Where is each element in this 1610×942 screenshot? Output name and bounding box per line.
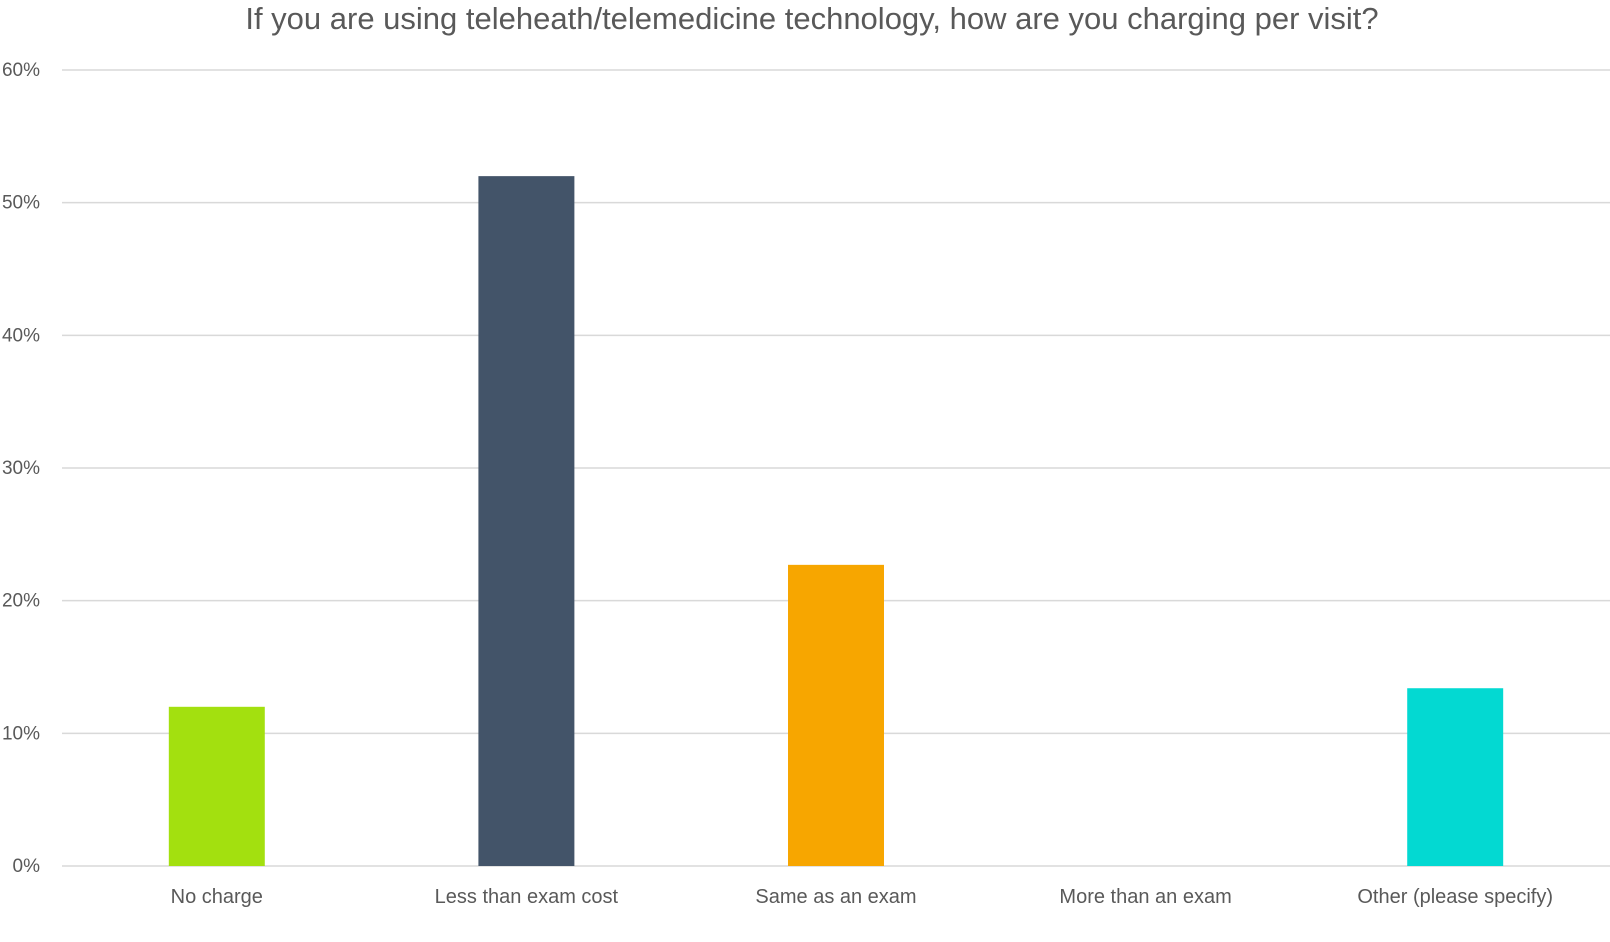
y-axis-tick-labels: 0% 10% 20% 30% 40% 50% 60% — [2, 60, 40, 877]
x-tick-label: Other (please specify) — [1357, 886, 1553, 908]
y-tick-label: 60% — [2, 60, 40, 81]
bar — [1407, 688, 1504, 866]
x-tick-label: More than an exam — [1059, 886, 1231, 908]
y-tick-label: 10% — [2, 723, 40, 744]
bar — [168, 706, 265, 866]
bars — [168, 176, 1504, 867]
x-tick-label: Same as an exam — [755, 886, 916, 908]
chart-title: If you are using teleheath/telemedicine … — [245, 1, 1378, 36]
y-tick-label: 40% — [2, 325, 40, 346]
x-tick-label: No charge — [171, 886, 263, 908]
x-tick-label: Less than exam cost — [435, 886, 619, 908]
y-tick-label: 0% — [13, 856, 41, 877]
y-tick-label: 20% — [2, 591, 40, 612]
bar — [478, 176, 575, 867]
y-tick-label: 50% — [2, 193, 40, 214]
bar — [788, 564, 884, 866]
x-axis-category-labels: No charge Less than exam cost Same as an e… — [171, 886, 1553, 908]
y-tick-label: 30% — [2, 458, 40, 479]
